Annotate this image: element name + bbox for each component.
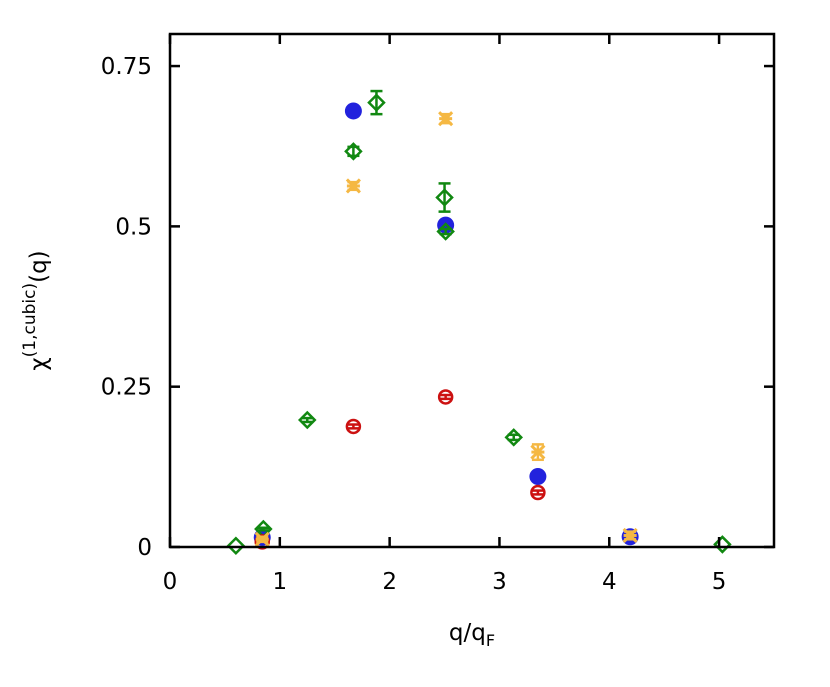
- data-point: [345, 418, 362, 435]
- y-tick-label: 0.25: [101, 375, 152, 401]
- y-tick-label: 0.5: [115, 214, 152, 240]
- marker-open-diamond: [436, 222, 455, 241]
- marker-open-diamond: [713, 535, 732, 554]
- marker-open-diamond: [298, 410, 317, 430]
- data-point: [254, 531, 270, 547]
- data-point: [226, 536, 246, 555]
- data-point: [530, 443, 546, 462]
- marker-open-diamond: [226, 536, 246, 555]
- x-axis-label: q/qF: [449, 620, 495, 650]
- data-marks: [226, 89, 732, 555]
- series-4: [254, 111, 638, 547]
- data-point: [438, 111, 454, 127]
- marker-open-diamond: [504, 428, 523, 447]
- data-point: [345, 178, 361, 194]
- data-point: [437, 389, 454, 405]
- marker-open-circle: [254, 534, 270, 550]
- marker-open-circle: [530, 484, 546, 501]
- y-axis-label-base: χ: [26, 357, 52, 370]
- x-tick-label: 4: [602, 569, 617, 595]
- data-point: [504, 428, 523, 447]
- marker-open-diamond: [344, 142, 363, 161]
- data-point: [344, 142, 363, 161]
- data-point: [530, 484, 546, 501]
- x-axis-label-sub: F: [486, 631, 495, 650]
- y-tick-label: 0: [137, 535, 152, 561]
- data-point: [435, 182, 454, 213]
- series-1: [253, 102, 639, 546]
- marker-open-diamond: [435, 188, 454, 207]
- data-point: [436, 222, 455, 241]
- marker-filled-circle: [344, 102, 362, 120]
- data-point: [344, 102, 362, 120]
- y-axis-label-tail: (q): [26, 250, 52, 283]
- x-tick-label: 1: [272, 569, 287, 595]
- axis-ticks: 0 1 2 3 4 5 0 0.25 0.5 0.75: [101, 34, 774, 595]
- data-point: [529, 467, 547, 485]
- x-tick-label: 5: [712, 569, 727, 595]
- marker-open-circle: [345, 418, 362, 435]
- x-axis-label-base: q/q: [449, 620, 486, 646]
- data-point: [254, 534, 270, 550]
- x-tick-label: 3: [492, 569, 507, 595]
- y-axis-label: χ(1,cubic)(q): [20, 250, 52, 370]
- y-axis-label-sup: (1,cubic): [20, 283, 40, 357]
- plot-frame: [168, 32, 776, 549]
- x-tick-label: 0: [163, 569, 178, 595]
- y-tick-label: 0.75: [101, 54, 152, 80]
- series-3: [254, 389, 546, 550]
- marker-filled-circle: [529, 467, 547, 485]
- series-2: [226, 89, 732, 555]
- data-point: [367, 89, 386, 116]
- x-tick-label: 2: [382, 569, 397, 595]
- data-point: [622, 527, 638, 544]
- data-point: [298, 410, 317, 430]
- marker-open-diamond: [367, 93, 386, 112]
- marker-open-circle: [437, 389, 454, 405]
- data-point: [713, 535, 732, 554]
